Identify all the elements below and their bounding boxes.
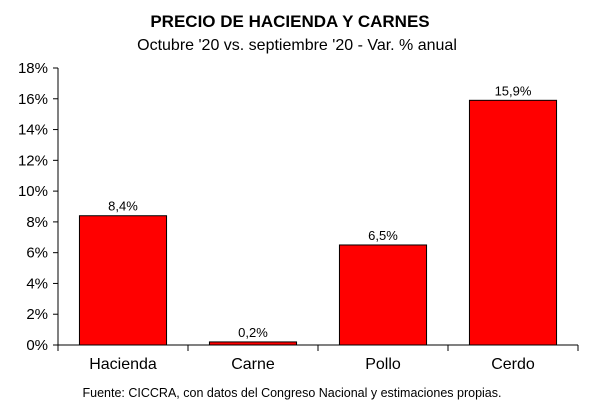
y-tick-label: 6% [26, 245, 48, 262]
source-note: Fuente: CICCRA, con datos del Congreso N… [83, 386, 502, 400]
x-category-label: Pollo [365, 356, 401, 373]
x-axis: Hacienda Carne Pollo Cerdo [57, 344, 579, 373]
bar-cerdo [468, 99, 558, 346]
data-label: 8,4% [108, 199, 138, 214]
y-tick-label: 8% [26, 214, 48, 231]
y-tick-label: 16% [18, 91, 48, 108]
bars: 8,4% 0,2% 6,5% 15,9% [78, 83, 558, 346]
chart-title: PRECIO DE HACIENDA Y CARNES [150, 12, 429, 31]
y-axis: 0% 2% 4% 6% 8% 10% 12% 14% 16% 18% [18, 60, 59, 354]
y-tick-label: 18% [18, 60, 48, 77]
y-tick-label: 2% [26, 306, 48, 323]
y-tick-label: 4% [26, 275, 48, 292]
y-tick-label: 10% [18, 183, 48, 200]
x-category-label: Carne [231, 356, 275, 373]
data-label: 15,9% [495, 83, 532, 98]
data-label: 0,2% [238, 325, 268, 340]
y-tick-label: 0% [26, 337, 48, 354]
x-category-label: Hacienda [89, 356, 157, 373]
data-label: 6,5% [368, 228, 398, 243]
bar-pollo [338, 244, 428, 346]
x-category-label: Cerdo [491, 356, 535, 373]
y-tick-label: 12% [18, 152, 48, 169]
bar-hacienda [78, 215, 168, 346]
chart-subtitle: Octubre '20 vs. septiembre '20 - Var. % … [137, 37, 457, 54]
y-tick-label: 14% [18, 122, 48, 139]
